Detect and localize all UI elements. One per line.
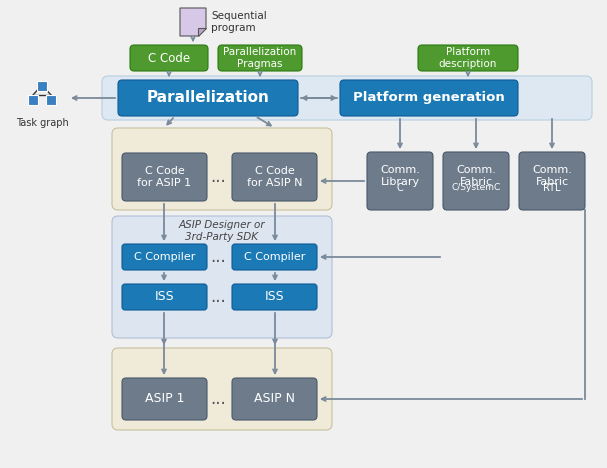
Polygon shape <box>198 28 206 36</box>
Text: Comm.
Fabric: Comm. Fabric <box>532 165 572 187</box>
Text: Parallelization: Parallelization <box>146 90 270 105</box>
Text: Sequential
program: Sequential program <box>211 11 266 33</box>
Text: ...: ... <box>210 288 226 306</box>
FancyBboxPatch shape <box>112 348 332 430</box>
Text: ISS: ISS <box>155 291 174 304</box>
Text: C Code
for ASIP 1: C Code for ASIP 1 <box>137 166 192 188</box>
FancyBboxPatch shape <box>122 153 207 201</box>
Text: RTL: RTL <box>543 183 561 193</box>
FancyBboxPatch shape <box>46 95 56 105</box>
FancyBboxPatch shape <box>232 378 317 420</box>
Text: Task graph: Task graph <box>16 118 69 128</box>
Polygon shape <box>180 8 206 36</box>
Text: Platform generation: Platform generation <box>353 92 505 104</box>
Text: ASIP N: ASIP N <box>254 393 295 405</box>
FancyBboxPatch shape <box>122 284 207 310</box>
FancyBboxPatch shape <box>232 284 317 310</box>
FancyBboxPatch shape <box>418 45 518 71</box>
Text: Comm.
Fabric: Comm. Fabric <box>456 165 496 187</box>
FancyBboxPatch shape <box>122 378 207 420</box>
Text: C Compiler: C Compiler <box>244 252 305 262</box>
FancyBboxPatch shape <box>519 152 585 210</box>
Text: ASIP Designer or
3rd-Party SDK: ASIP Designer or 3rd-Party SDK <box>178 220 265 241</box>
FancyBboxPatch shape <box>232 244 317 270</box>
Text: Platform
description: Platform description <box>439 47 497 69</box>
Text: C/SystemC: C/SystemC <box>452 183 501 192</box>
Text: ...: ... <box>210 168 226 186</box>
FancyBboxPatch shape <box>130 45 208 71</box>
Text: ASIP 1: ASIP 1 <box>144 393 185 405</box>
FancyBboxPatch shape <box>367 152 433 210</box>
Text: ...: ... <box>210 390 226 408</box>
Text: C: C <box>396 183 404 193</box>
FancyBboxPatch shape <box>122 244 207 270</box>
Text: Comm.
Library: Comm. Library <box>380 165 420 187</box>
FancyBboxPatch shape <box>28 95 38 105</box>
Text: C Code: C Code <box>148 51 190 65</box>
FancyBboxPatch shape <box>443 152 509 210</box>
FancyBboxPatch shape <box>118 80 298 116</box>
FancyBboxPatch shape <box>232 153 317 201</box>
Text: Parallelization
Pragmas: Parallelization Pragmas <box>223 47 297 69</box>
Text: ...: ... <box>210 248 226 266</box>
Text: C Compiler: C Compiler <box>134 252 195 262</box>
FancyBboxPatch shape <box>112 216 332 338</box>
Text: C Code
for ASIP N: C Code for ASIP N <box>247 166 302 188</box>
FancyBboxPatch shape <box>102 76 592 120</box>
FancyBboxPatch shape <box>340 80 518 116</box>
Text: ISS: ISS <box>265 291 284 304</box>
FancyBboxPatch shape <box>112 128 332 210</box>
FancyBboxPatch shape <box>218 45 302 71</box>
FancyBboxPatch shape <box>37 81 47 91</box>
